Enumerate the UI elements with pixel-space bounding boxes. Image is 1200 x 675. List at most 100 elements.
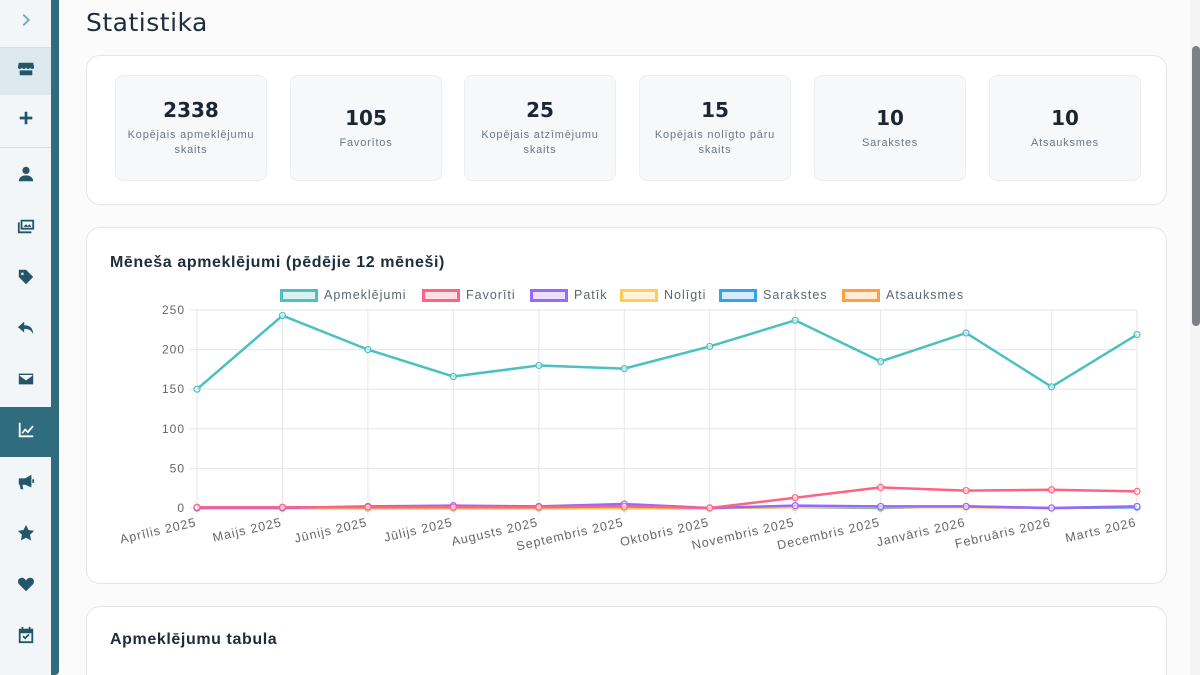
data-point[interactable]	[877, 502, 885, 511]
user-icon	[17, 165, 35, 188]
sidebar	[0, 0, 52, 675]
star-icon	[17, 524, 35, 547]
series-line	[196, 314, 1138, 391]
tag-icon	[17, 268, 35, 291]
reply-icon	[17, 319, 35, 342]
stat-label: Kopējais nolīgto pāru skaits	[654, 129, 776, 156]
stat-value: 10	[876, 105, 904, 130]
data-point[interactable]	[364, 345, 372, 354]
legend-item[interactable]: Patīk	[530, 286, 608, 304]
stat-reviews: 10 Atsauksmes	[989, 75, 1141, 181]
x-tick-label: Februāris 2026	[954, 515, 1053, 551]
data-point[interactable]	[620, 502, 628, 511]
stat-conversations: 10 Sarakstes	[814, 75, 966, 181]
stat-value: 2338	[163, 98, 219, 122]
data-point[interactable]	[706, 342, 714, 351]
stat-label: Kopējais atzīmējumu skaits	[481, 129, 599, 156]
data-point[interactable]	[278, 311, 287, 320]
stat-value: 15	[701, 98, 729, 122]
x-tick-label: Marts 2026	[1064, 515, 1138, 545]
legend-label: Favorīti	[466, 288, 516, 302]
legend-item[interactable]: Atsauksmes	[842, 286, 964, 304]
sidebar-item-profile[interactable]	[0, 151, 52, 201]
data-point[interactable]	[449, 372, 457, 381]
data-point[interactable]	[791, 502, 799, 510]
sidebar-item-replies[interactable]	[0, 305, 52, 355]
sidebar-item-statistics[interactable]	[0, 407, 52, 457]
data-point[interactable]	[962, 502, 970, 511]
data-point[interactable]	[877, 357, 885, 366]
legend-label: Patīk	[574, 288, 608, 302]
legend-label: Apmeklējumi	[324, 288, 407, 302]
sidebar-item-calendar[interactable]	[0, 612, 52, 662]
heart-icon	[17, 575, 35, 598]
x-tick-label: Aprīlis 2025	[119, 515, 198, 546]
data-point[interactable]	[706, 504, 714, 512]
legend-label: Atsauksmes	[886, 288, 965, 302]
data-point[interactable]	[877, 483, 885, 492]
store-icon	[17, 60, 35, 83]
data-point[interactable]	[1133, 502, 1141, 511]
y-tick-label: 150	[162, 382, 185, 396]
data-point[interactable]	[278, 503, 287, 511]
data-point[interactable]	[1047, 504, 1056, 512]
legend-item[interactable]: Favorīti	[422, 286, 516, 304]
envelope-icon	[17, 370, 35, 393]
images-icon	[17, 217, 35, 240]
stat-likes: 25 Kopējais atzīmējumu skaits	[464, 75, 616, 181]
x-tick-label: Jūlijs 2025	[383, 515, 454, 544]
data-point[interactable]	[1047, 486, 1056, 494]
y-tick-label: 50	[170, 461, 185, 475]
stat-label: Kopējais apmeklējumu skaits	[127, 129, 255, 156]
data-point[interactable]	[791, 316, 799, 324]
plus-icon	[17, 109, 35, 132]
x-tick-label: Maijs 2025	[211, 515, 283, 544]
data-point[interactable]	[620, 365, 628, 373]
data-point[interactable]	[535, 361, 543, 370]
data-point[interactable]	[962, 486, 970, 495]
legend-swatch	[842, 288, 880, 302]
data-point[interactable]	[791, 494, 799, 502]
series-line	[197, 486, 1138, 510]
page-scrollbar-thumb[interactable]	[1192, 46, 1200, 326]
sidebar-item-promotions[interactable]	[0, 459, 52, 509]
line-chart[interactable]: 0 50 100 150 200 250 Aprīlis 2025 Maijs 2025 Jūn…	[87, 228, 1166, 583]
sidebar-item-messages[interactable]	[0, 356, 52, 406]
sidebar-toggle-button[interactable]	[0, 0, 52, 44]
stat-favorites: 105 Favorītos	[290, 75, 442, 181]
data-point[interactable]	[193, 385, 201, 393]
table-title: Apmeklējumu tabula	[110, 631, 278, 648]
legend-item[interactable]: Apmeklējumi	[280, 286, 407, 304]
stat-value: 105	[345, 105, 387, 130]
sidebar-item-store[interactable]	[0, 48, 52, 95]
data-point[interactable]	[193, 503, 201, 511]
monthly-visits-card: Mēneša apmeklējumi (pēdējie 12 mēneši) A…	[86, 227, 1167, 584]
sidebar-item-gallery[interactable]	[0, 203, 52, 253]
legend-swatch	[719, 288, 757, 302]
data-point[interactable]	[1133, 487, 1141, 495]
megaphone-icon	[17, 473, 35, 496]
data-point[interactable]	[364, 503, 372, 511]
legend-label: Nolīgti	[664, 288, 707, 302]
sidebar-item-tags[interactable]	[0, 254, 52, 304]
sidebar-item-add[interactable]	[0, 95, 52, 145]
sidebar-rail	[51, 0, 59, 675]
y-tick-label: 0	[177, 501, 185, 515]
stat-value: 10	[1051, 105, 1079, 130]
stats-card: 2338 Kopējais apmeklējumu skaits 105 Fav…	[86, 55, 1167, 205]
data-point[interactable]	[535, 503, 543, 511]
legend-item[interactable]: Sarakstes	[719, 286, 828, 304]
data-point[interactable]	[962, 329, 970, 337]
page-scrollbar-track[interactable]	[1190, 0, 1200, 675]
stat-value: 25	[526, 98, 554, 122]
sidebar-item-reviews[interactable]	[0, 510, 52, 560]
sidebar-item-favorites[interactable]	[0, 561, 52, 611]
chart-line-icon	[17, 421, 35, 444]
data-point[interactable]	[1133, 330, 1141, 339]
calendar-check-icon	[17, 626, 35, 649]
data-point[interactable]	[1047, 383, 1056, 391]
chart-title: Mēneša apmeklējumi (pēdējie 12 mēneši)	[110, 254, 445, 271]
data-point[interactable]	[449, 503, 457, 511]
y-tick-label: 200	[162, 343, 185, 357]
legend-item[interactable]: Nolīgti	[620, 286, 706, 304]
